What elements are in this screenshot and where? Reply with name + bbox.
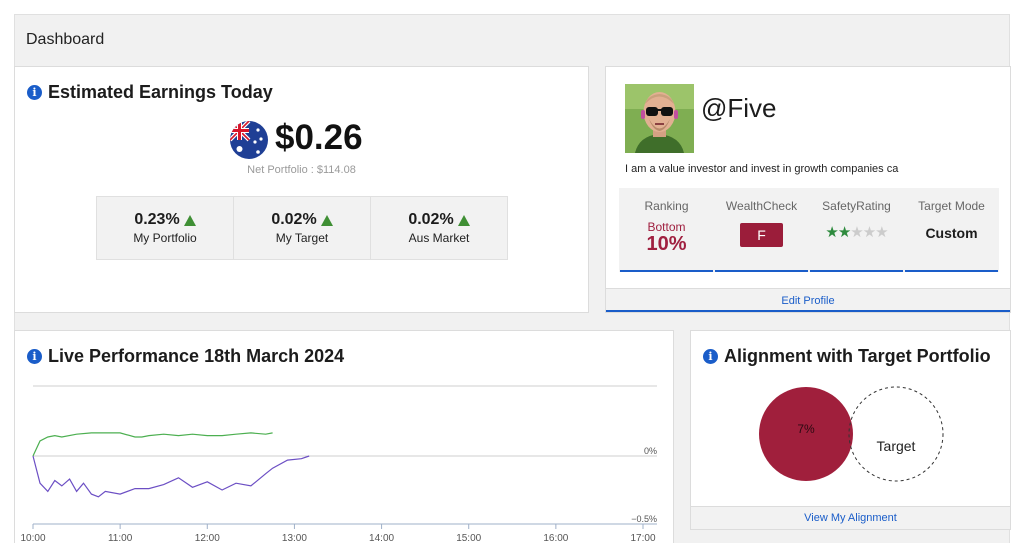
- earnings-title: i Estimated Earnings Today: [27, 82, 273, 103]
- series-line-0: [32, 432, 273, 457]
- star-empty-icon: ★: [862, 224, 876, 241]
- target-label: Target: [877, 438, 916, 454]
- target-mode-value: Custom: [925, 225, 978, 241]
- x-tick-label: 17:00: [630, 533, 655, 543]
- page-title: Dashboard: [26, 31, 105, 48]
- up-arrow-icon: [183, 214, 196, 226]
- alignment-venn: 7% Target: [759, 386, 944, 482]
- ranking-word: Bottom: [647, 220, 686, 234]
- stat-my-portfolio: 0.23% My Portfolio: [97, 197, 234, 259]
- alignment-card: i Alignment with Target Portfolio 7% Tar…: [690, 330, 1011, 530]
- dashboard-header: Dashboard: [14, 14, 1010, 66]
- star-filled-icon: ★: [825, 224, 838, 241]
- alignment-title: i Alignment with Target Portfolio: [703, 346, 991, 367]
- earnings-title-text: Estimated Earnings Today: [48, 82, 273, 102]
- stat-label: My Target: [275, 231, 329, 245]
- ranking-percent: 10%: [646, 233, 687, 255]
- metric-label: Ranking: [644, 199, 689, 213]
- target-circle: [848, 386, 944, 482]
- profile-metrics: Ranking Bottom 10% WealthCheck F SafetyR…: [619, 188, 999, 272]
- net-portfolio: Net Portfolio : $114.08: [247, 164, 356, 176]
- alignment-title-text: Alignment with Target Portfolio: [724, 346, 991, 366]
- live-performance-card: i Live Performance 18th March 2024 10:00…: [14, 330, 674, 543]
- avatar[interactable]: [625, 84, 694, 153]
- live-title-text: Live Performance 18th March 2024: [48, 346, 345, 366]
- y-tick-label: −0.5%: [631, 514, 657, 524]
- star-empty-icon: ★: [875, 224, 888, 241]
- up-arrow-icon: [457, 214, 470, 226]
- live-title: i Live Performance 18th March 2024: [27, 346, 344, 367]
- x-tick-label: 12:00: [195, 533, 220, 543]
- metric-target-mode: Target Mode Custom: [905, 188, 998, 272]
- metric-label: SafetyRating: [822, 199, 891, 213]
- australia-flag-icon: [230, 121, 268, 159]
- x-tick-label: 14:00: [369, 533, 394, 543]
- info-icon[interactable]: i: [703, 349, 718, 364]
- metric-label: WealthCheck: [725, 199, 798, 213]
- x-tick-label: 11:00: [108, 533, 133, 543]
- stat-label: My Portfolio: [133, 231, 197, 245]
- stat-my-target: 0.02% My Target: [234, 197, 371, 259]
- username: @Five: [701, 93, 777, 123]
- metric-ranking: Ranking Bottom 10%: [620, 188, 713, 272]
- info-icon[interactable]: i: [27, 85, 42, 100]
- star-filled-icon: ★: [837, 224, 851, 241]
- view-alignment-link[interactable]: View My Alignment: [691, 506, 1010, 529]
- safety-star-rating: ★★★★★: [825, 223, 888, 241]
- profile-bio: I am a value investor and invest in grow…: [625, 163, 899, 175]
- metric-wealthcheck: WealthCheck F: [715, 188, 808, 272]
- stat-value: 0.02%: [271, 211, 317, 228]
- info-icon[interactable]: i: [27, 349, 42, 364]
- portfolio-circle: [759, 387, 853, 481]
- edit-profile-button[interactable]: Edit Profile: [606, 288, 1010, 312]
- profile-card: @Five I am a value investor and invest i…: [605, 66, 1011, 313]
- live-performance-chart: 10:00 11:00 12:00 13:00 14:00 15:00 16:00 17:00…: [20, 385, 657, 543]
- earnings-amount: $0.26: [275, 118, 363, 157]
- stat-value: 0.02%: [408, 211, 454, 228]
- metric-safety-rating: SafetyRating ★★★★★: [810, 188, 903, 272]
- x-tick-label: 10:00: [20, 533, 45, 543]
- y-tick-label: 0%: [644, 446, 657, 456]
- star-empty-icon: ★: [850, 224, 863, 241]
- wealthcheck-grade-badge: F: [740, 223, 783, 247]
- up-arrow-icon: [320, 214, 333, 226]
- x-tick-label: 15:00: [456, 533, 481, 543]
- stat-aus-market: 0.02% Aus Market: [371, 197, 507, 259]
- portfolio-pct-label: 7%: [797, 422, 815, 436]
- x-tick-label: 16:00: [543, 533, 568, 543]
- earnings-stats: 0.23% My Portfolio 0.02% My Target 0.02%…: [96, 196, 508, 260]
- earnings-card: i Estimated Earnings Today $0.26 Net Por…: [14, 66, 589, 313]
- stat-label: Aus Market: [408, 231, 470, 245]
- series-line-1: [32, 455, 310, 498]
- stat-value: 0.23%: [134, 211, 180, 228]
- x-tick-label: 13:00: [282, 533, 307, 543]
- metric-label: Target Mode: [918, 199, 985, 213]
